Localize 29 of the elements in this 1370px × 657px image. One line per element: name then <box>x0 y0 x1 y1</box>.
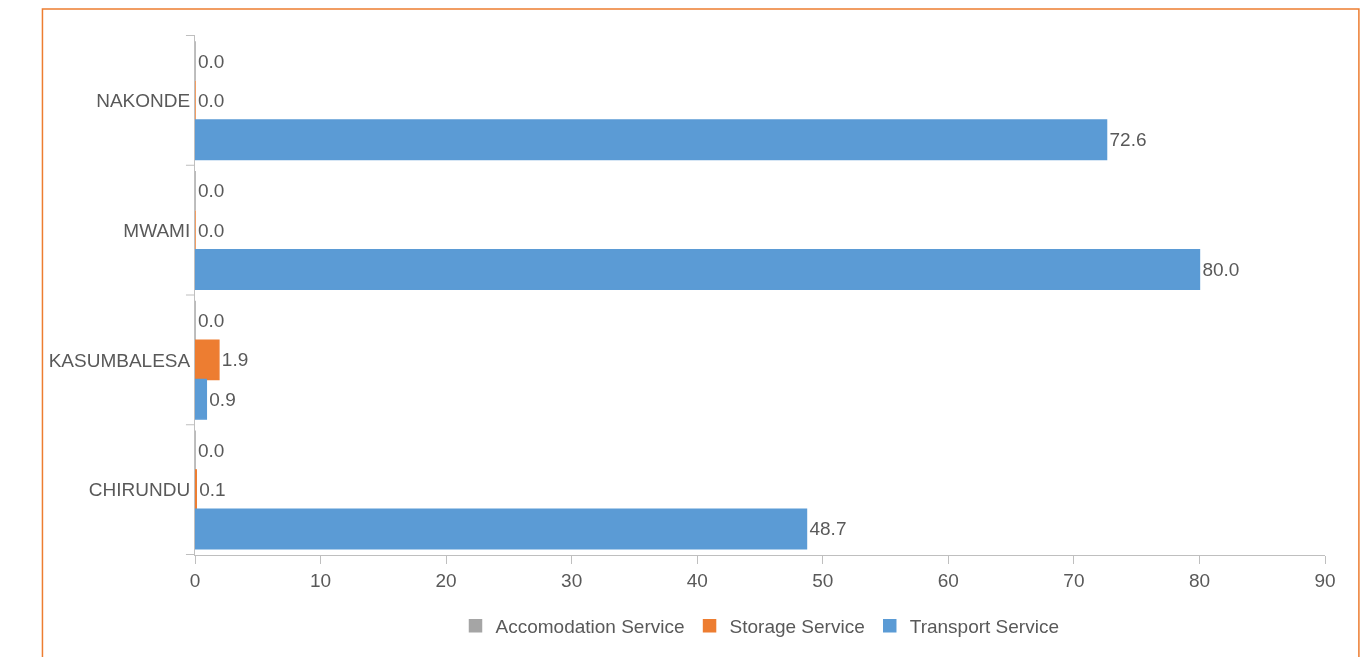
data-label: 0.0 <box>198 89 225 111</box>
x-tick-label: 80 <box>1188 569 1211 591</box>
y-tick-label: MWAMI <box>123 219 191 241</box>
data-label: 0.0 <box>198 219 225 241</box>
x-tick-label: 10 <box>309 569 332 591</box>
legend-label: Transport Service <box>909 616 1059 638</box>
x-tick-label: 90 <box>1314 569 1336 591</box>
data-label: 0.0 <box>198 310 225 332</box>
y-tick-label: KASUMBALESA <box>48 349 191 371</box>
data-label: 0.0 <box>198 50 225 72</box>
data-label: 0.0 <box>198 439 225 461</box>
x-tick-label: 0 <box>189 569 201 591</box>
data-label: 80.0 <box>1202 258 1240 280</box>
data-label: 72.6 <box>1109 129 1147 151</box>
data-label: 0.9 <box>209 388 236 410</box>
x-tick-label: 20 <box>435 569 457 591</box>
legend-label: Storage Service <box>729 616 865 638</box>
x-tick-label: 70 <box>1063 569 1085 591</box>
y-tick-label: NAKONDE <box>96 90 191 112</box>
y-tick-label: CHIRUNDU <box>88 479 191 501</box>
x-tick-label: 50 <box>812 569 834 591</box>
data-label: 0.1 <box>199 479 226 501</box>
data-label: 0.0 <box>198 180 225 202</box>
x-tick-label: 40 <box>686 569 708 591</box>
x-tick-label: 60 <box>937 569 959 591</box>
legend-label: Accomodation Service <box>495 616 685 638</box>
x-tick-label: 30 <box>561 569 583 591</box>
data-label: 1.9 <box>221 349 249 371</box>
data-label: 48.7 <box>809 518 847 540</box>
